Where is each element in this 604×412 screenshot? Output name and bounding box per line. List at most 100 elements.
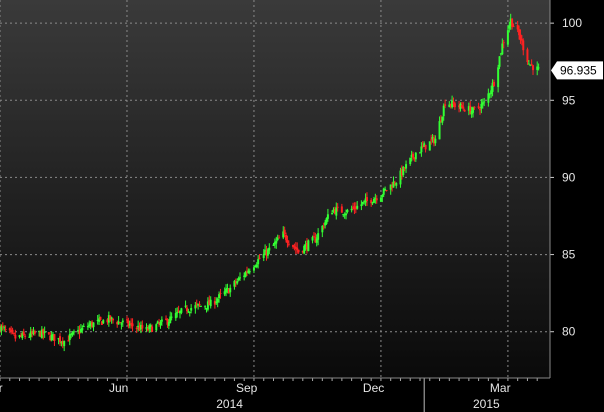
candle-body xyxy=(431,137,434,140)
candle-body xyxy=(117,321,120,325)
candle-body xyxy=(481,102,484,105)
candle-body xyxy=(307,240,310,252)
candle-body xyxy=(402,166,405,176)
candle-body xyxy=(121,320,124,323)
candle-body xyxy=(364,198,367,203)
candle-body xyxy=(292,245,295,247)
candle-body xyxy=(215,301,218,304)
candle-body xyxy=(282,231,285,238)
candle-body xyxy=(139,324,142,330)
candle-body xyxy=(392,181,395,188)
year-label: 2015 xyxy=(473,397,500,411)
candle-body xyxy=(125,319,128,321)
candle-body xyxy=(86,325,89,328)
gridlines xyxy=(0,0,550,378)
candle-body xyxy=(265,250,268,256)
candle-body xyxy=(81,327,84,331)
candle-body xyxy=(314,236,317,243)
candle-body xyxy=(229,287,232,293)
candle-body xyxy=(532,65,535,71)
candle-body xyxy=(19,335,22,337)
candle-body xyxy=(275,240,278,244)
candle-body xyxy=(14,334,17,339)
candle-body xyxy=(257,259,260,265)
last-price-marker xyxy=(551,61,603,80)
candle-body xyxy=(205,307,208,309)
candle-body xyxy=(452,102,455,104)
candle-body xyxy=(301,250,304,253)
candle-body xyxy=(372,199,375,203)
candle-body xyxy=(460,105,463,108)
candle-body xyxy=(8,328,11,331)
candle-body xyxy=(167,322,170,326)
candle-body xyxy=(326,214,329,219)
candle-body xyxy=(165,318,168,320)
candle-body xyxy=(413,157,416,159)
candle-body xyxy=(247,270,250,274)
candle-body xyxy=(109,315,112,321)
candle-body xyxy=(384,188,387,190)
candle-body xyxy=(199,305,202,307)
candle-body xyxy=(385,190,388,192)
candle-body xyxy=(340,206,343,213)
candle-body xyxy=(490,90,493,95)
candle-body xyxy=(59,336,61,343)
candle-body xyxy=(480,103,483,109)
candle-body xyxy=(421,145,424,147)
candle-body xyxy=(264,249,267,255)
candle-body xyxy=(245,271,248,273)
y-tick-label: 90 xyxy=(562,170,576,184)
y-tick-label: 85 xyxy=(562,248,576,262)
candle-body xyxy=(31,331,34,334)
candle-body xyxy=(98,318,101,322)
candle-body xyxy=(236,281,239,284)
candle-body xyxy=(71,332,74,335)
candle-body xyxy=(43,331,46,334)
candle-body xyxy=(430,139,433,141)
candle-body xyxy=(195,303,198,305)
candle-body xyxy=(135,327,138,329)
candle-body xyxy=(219,292,222,294)
candle-body xyxy=(57,337,60,340)
candle-body xyxy=(119,322,121,324)
candle-body xyxy=(29,331,32,337)
candle-body xyxy=(509,18,512,26)
candle-body xyxy=(223,291,226,295)
candle-body xyxy=(255,264,258,268)
candle-body xyxy=(516,25,519,30)
candle-body xyxy=(174,313,177,319)
candle-body xyxy=(184,305,187,307)
candle-body xyxy=(414,152,417,160)
candle-body xyxy=(262,253,265,258)
candle-body xyxy=(197,303,200,306)
candle-body xyxy=(331,212,334,215)
candle-body xyxy=(53,334,56,342)
candle-body xyxy=(420,146,423,153)
x-tick-label: Sep xyxy=(236,381,258,395)
candle-body xyxy=(102,320,105,324)
candle-body xyxy=(453,103,456,108)
candle-body xyxy=(287,243,290,245)
candle-body xyxy=(170,316,173,318)
candle-body xyxy=(128,324,131,326)
candle-body xyxy=(434,138,437,144)
candle-body xyxy=(82,325,85,327)
candle-body xyxy=(352,207,355,209)
candle-body xyxy=(439,120,442,122)
plot-background xyxy=(0,0,550,378)
candle-body xyxy=(120,323,123,325)
candle-body xyxy=(226,288,229,290)
candle-body xyxy=(321,225,324,233)
candle-body xyxy=(252,267,255,271)
candle-body xyxy=(526,49,529,63)
candles xyxy=(0,13,540,352)
candle-body xyxy=(522,40,525,51)
candle-body xyxy=(21,333,24,339)
candle-body xyxy=(424,144,427,150)
candle-body xyxy=(428,141,431,151)
candle-body xyxy=(501,43,504,55)
candle-body xyxy=(3,327,6,329)
candle-body xyxy=(110,317,113,319)
candle-body xyxy=(248,271,251,273)
